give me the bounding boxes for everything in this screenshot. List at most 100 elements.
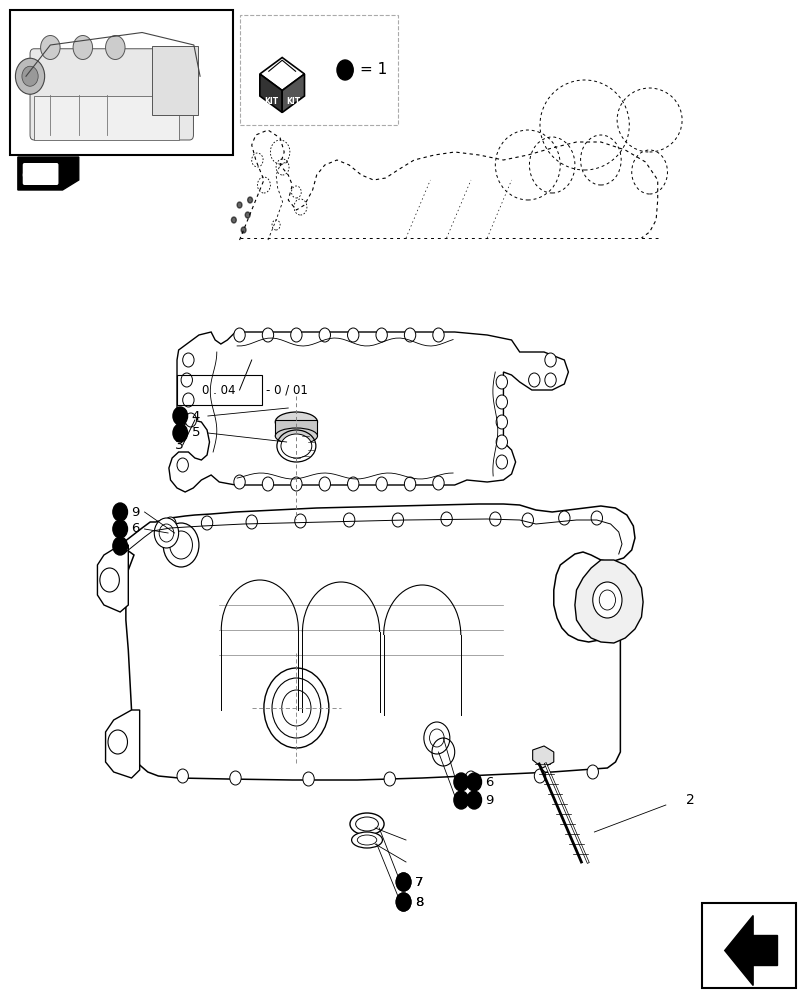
Polygon shape xyxy=(120,504,634,780)
Circle shape xyxy=(528,373,539,387)
Polygon shape xyxy=(260,74,282,112)
Ellipse shape xyxy=(275,428,317,444)
Circle shape xyxy=(73,35,92,60)
Circle shape xyxy=(396,893,410,911)
Bar xyxy=(239,15,397,125)
Circle shape xyxy=(173,407,187,425)
Circle shape xyxy=(165,517,176,531)
Bar xyxy=(702,903,795,988)
Circle shape xyxy=(159,524,174,542)
Polygon shape xyxy=(574,560,642,643)
Circle shape xyxy=(44,170,52,180)
Circle shape xyxy=(453,773,468,791)
Circle shape xyxy=(396,893,410,911)
Ellipse shape xyxy=(275,412,317,432)
Text: 4: 4 xyxy=(191,410,200,422)
Circle shape xyxy=(404,477,415,491)
Circle shape xyxy=(432,476,444,490)
Circle shape xyxy=(303,772,314,786)
Text: 3: 3 xyxy=(174,438,183,452)
Circle shape xyxy=(544,373,556,387)
Circle shape xyxy=(384,772,395,786)
Circle shape xyxy=(108,730,127,754)
Circle shape xyxy=(182,393,194,407)
Circle shape xyxy=(466,791,481,809)
Text: - 0 / 01: - 0 / 01 xyxy=(266,383,308,396)
Polygon shape xyxy=(18,157,79,190)
Circle shape xyxy=(185,413,196,427)
Circle shape xyxy=(599,590,615,610)
Polygon shape xyxy=(282,74,304,112)
Circle shape xyxy=(347,477,358,491)
Ellipse shape xyxy=(355,817,378,831)
Bar xyxy=(10,10,233,155)
Circle shape xyxy=(290,328,302,342)
Circle shape xyxy=(590,511,602,525)
Circle shape xyxy=(592,582,621,618)
Circle shape xyxy=(319,477,330,491)
Circle shape xyxy=(496,415,507,429)
Circle shape xyxy=(496,395,507,409)
Text: 7: 7 xyxy=(414,876,423,888)
Ellipse shape xyxy=(281,434,311,458)
Circle shape xyxy=(105,35,125,60)
Circle shape xyxy=(169,531,192,559)
Circle shape xyxy=(375,328,387,342)
Circle shape xyxy=(466,773,481,791)
Text: = 1: = 1 xyxy=(359,62,387,78)
Text: 5: 5 xyxy=(191,426,200,440)
Ellipse shape xyxy=(350,813,384,835)
Circle shape xyxy=(496,435,507,449)
Circle shape xyxy=(404,328,415,342)
Circle shape xyxy=(234,475,245,489)
FancyBboxPatch shape xyxy=(34,96,178,140)
Circle shape xyxy=(201,516,212,530)
Text: 8: 8 xyxy=(414,896,423,908)
Circle shape xyxy=(173,424,187,442)
Ellipse shape xyxy=(357,835,376,845)
Text: 9: 9 xyxy=(470,794,478,806)
Circle shape xyxy=(246,515,257,529)
Circle shape xyxy=(347,328,358,342)
Polygon shape xyxy=(169,332,568,492)
Polygon shape xyxy=(723,916,776,986)
Circle shape xyxy=(396,873,410,891)
Circle shape xyxy=(396,873,410,891)
Text: KIT: KIT xyxy=(286,97,300,106)
Circle shape xyxy=(392,513,403,527)
Circle shape xyxy=(264,668,328,748)
Circle shape xyxy=(245,212,250,218)
Circle shape xyxy=(230,771,241,785)
Circle shape xyxy=(534,769,545,783)
Circle shape xyxy=(231,217,236,223)
Circle shape xyxy=(294,514,306,528)
Circle shape xyxy=(113,503,127,521)
Text: 6: 6 xyxy=(485,776,493,788)
Circle shape xyxy=(343,513,354,527)
Polygon shape xyxy=(532,746,553,768)
Circle shape xyxy=(22,66,38,86)
Text: 6: 6 xyxy=(470,776,478,788)
Circle shape xyxy=(237,202,242,208)
FancyBboxPatch shape xyxy=(30,49,193,140)
Polygon shape xyxy=(260,57,304,91)
Bar xyxy=(177,375,262,405)
Circle shape xyxy=(177,458,188,472)
Circle shape xyxy=(429,729,444,747)
Text: 9: 9 xyxy=(485,794,493,806)
Circle shape xyxy=(544,353,556,367)
Text: 0 . 04: 0 . 04 xyxy=(202,383,236,396)
Circle shape xyxy=(489,512,500,526)
Polygon shape xyxy=(97,545,128,612)
Polygon shape xyxy=(105,710,139,778)
Circle shape xyxy=(375,477,387,491)
Circle shape xyxy=(272,678,320,738)
Circle shape xyxy=(23,169,32,181)
Circle shape xyxy=(319,328,330,342)
Circle shape xyxy=(247,197,252,203)
Circle shape xyxy=(262,328,273,342)
Circle shape xyxy=(154,518,178,548)
Circle shape xyxy=(41,35,60,60)
Circle shape xyxy=(100,568,119,592)
Circle shape xyxy=(234,328,245,342)
